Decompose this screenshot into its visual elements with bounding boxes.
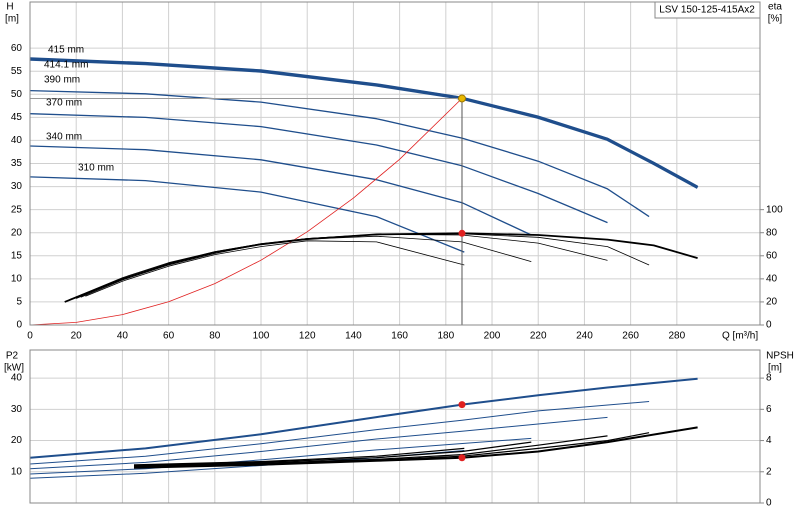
x-tick-label: 0	[27, 331, 33, 342]
y-tick-label: 5	[16, 297, 22, 308]
y-axis-unit: [m]	[5, 14, 19, 25]
curve	[29, 113, 608, 224]
x-tick-label: 280	[668, 331, 685, 342]
y-tick-label: 15	[11, 250, 23, 261]
x-tick-label: 40	[117, 331, 129, 342]
y2-axis-unit: [m]	[768, 363, 782, 374]
x-axis-label: Q [m³/h]	[722, 331, 758, 342]
y-tick-label: 60	[11, 43, 23, 54]
x-tick-label: 20	[71, 331, 83, 342]
x-tick-label: 120	[299, 331, 316, 342]
curve	[29, 98, 463, 326]
curve	[80, 235, 532, 298]
y-axis-unit: [kW]	[4, 363, 24, 374]
x-tick-label: 200	[484, 331, 501, 342]
duty-point	[458, 454, 466, 462]
curve-label: 414.1 mm	[44, 60, 88, 71]
y2-axis-label: eta	[768, 2, 782, 13]
x-tick-label: 220	[530, 331, 547, 342]
curve	[133, 447, 465, 466]
x-tick-label: 100	[253, 331, 270, 342]
x-tick-label: 160	[391, 331, 408, 342]
y2-tick-label: 8	[766, 373, 772, 384]
y-tick-label: 10	[11, 466, 23, 477]
x-tick-label: 80	[209, 331, 221, 342]
x-tick-label: 140	[345, 331, 362, 342]
y2-tick-label: 60	[766, 250, 778, 261]
y-tick-label: 50	[11, 89, 23, 100]
curve	[29, 145, 532, 236]
legend-box	[654, 1, 761, 19]
curve-label: 340 mm	[46, 132, 82, 143]
y-tick-label: 40	[11, 373, 23, 384]
plot-frame	[29, 349, 761, 504]
y-tick-label: 35	[11, 158, 23, 169]
curve	[29, 437, 532, 475]
y-tick-label: 45	[11, 112, 23, 123]
x-tick-label: 60	[163, 331, 175, 342]
y2-tick-label: 6	[766, 404, 772, 415]
y2-tick-label: 100	[766, 204, 783, 215]
grid	[29, 2, 760, 503]
y2-tick-label: 80	[766, 227, 778, 238]
legend-title: LSV 150-125-415Ax2	[659, 5, 755, 16]
curve-label: 390 mm	[44, 75, 80, 86]
y-tick-label: 55	[11, 66, 23, 77]
y-tick-label: 20	[11, 227, 23, 238]
duty-point	[458, 229, 466, 237]
curve	[29, 416, 608, 470]
y-axis-label: P2	[6, 351, 19, 362]
duty-point	[458, 401, 466, 409]
y-tick-label: 30	[11, 404, 23, 415]
y2-tick-label: 0	[766, 498, 772, 509]
y-tick-label: 25	[11, 204, 23, 215]
y2-axis-unit: [%]	[768, 14, 783, 25]
y2-tick-label: 20	[766, 297, 778, 308]
curve	[29, 377, 698, 459]
x-tick-label: 240	[576, 331, 593, 342]
y-tick-label: 20	[11, 435, 23, 446]
curve-label: 415 mm	[48, 45, 84, 56]
x-tick-label: 260	[622, 331, 639, 342]
y-axis-label: H	[6, 2, 13, 13]
curve	[29, 176, 465, 253]
frame	[29, 1, 761, 504]
y2-axis-label: NPSH	[766, 351, 794, 362]
plot-frame	[29, 1, 761, 326]
y2-tick-label: 0	[766, 320, 772, 331]
curve-label: 370 mm	[46, 98, 82, 109]
y2-tick-label: 4	[766, 435, 772, 446]
curve	[29, 89, 650, 218]
curve-label: 310 mm	[78, 163, 114, 174]
curves	[29, 57, 699, 479]
curve	[85, 240, 465, 297]
y-tick-label: 10	[11, 273, 23, 284]
y-tick-label: 30	[11, 181, 23, 192]
y2-tick-label: 2	[766, 466, 772, 477]
y2-tick-label: 40	[766, 273, 778, 284]
y-tick-label: 0	[16, 320, 22, 331]
curve	[29, 401, 650, 465]
curve	[133, 441, 532, 467]
x-tick-label: 180	[437, 331, 454, 342]
y-tick-label: 40	[11, 135, 23, 146]
duty-point	[457, 94, 466, 103]
curve	[133, 435, 608, 467]
